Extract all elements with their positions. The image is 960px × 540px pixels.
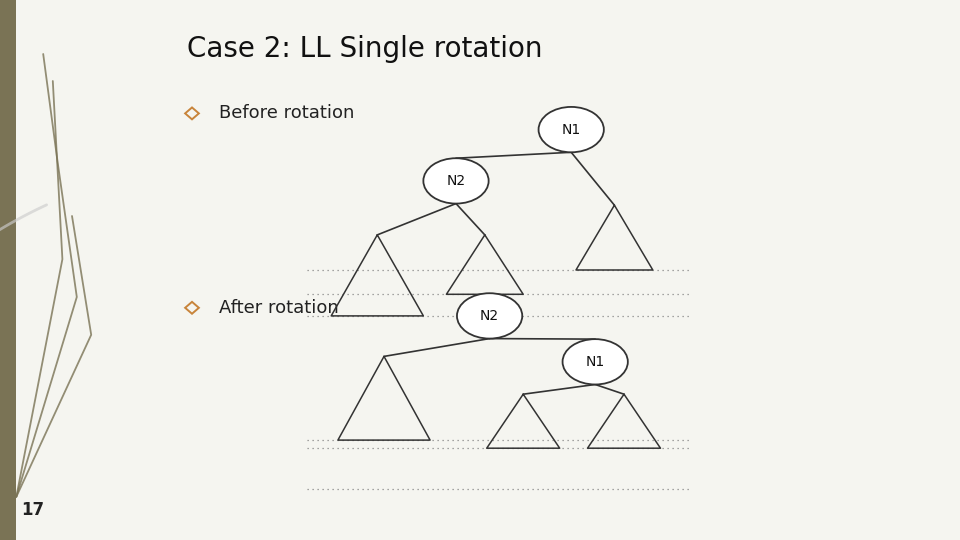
- Ellipse shape: [563, 339, 628, 384]
- Text: Case 2: LL Single rotation: Case 2: LL Single rotation: [187, 35, 542, 63]
- Text: 17: 17: [21, 502, 44, 519]
- Text: N1: N1: [586, 355, 605, 369]
- Ellipse shape: [423, 158, 489, 204]
- Text: Before rotation: Before rotation: [219, 104, 354, 123]
- Text: N2: N2: [480, 309, 499, 323]
- Ellipse shape: [457, 293, 522, 339]
- Ellipse shape: [539, 107, 604, 152]
- Text: N1: N1: [562, 123, 581, 137]
- FancyBboxPatch shape: [0, 0, 16, 540]
- Text: After rotation: After rotation: [219, 299, 339, 317]
- Text: N2: N2: [446, 174, 466, 188]
